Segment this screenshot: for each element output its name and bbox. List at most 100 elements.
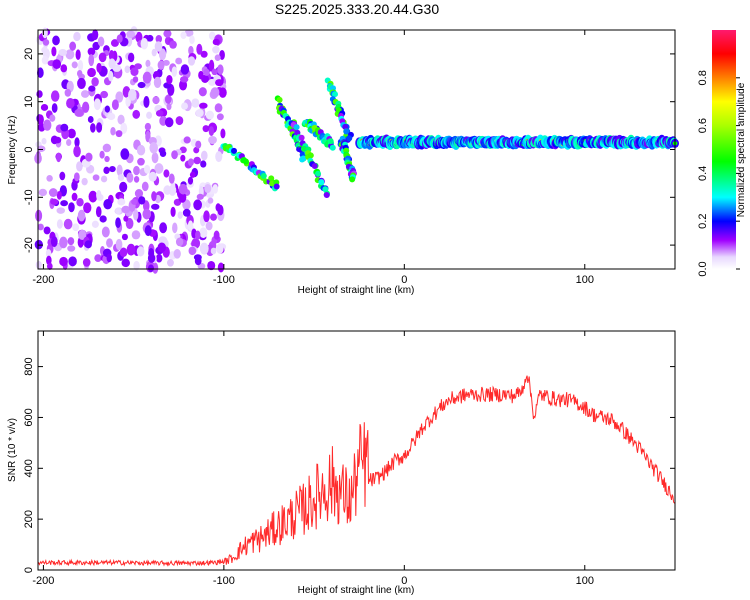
- spectrogram-cell: [115, 207, 122, 215]
- spectrogram-cell: [170, 181, 176, 193]
- spectrogram-cell: [189, 35, 195, 44]
- spectrogram-cell: [123, 215, 129, 222]
- colorbar-tick-label: 0.0: [697, 261, 709, 276]
- spectrogram-cell: [193, 199, 202, 211]
- spectrogram-cell: [96, 62, 102, 73]
- spectrogram-cell: [59, 256, 68, 267]
- spectrogram-cell: [300, 145, 307, 152]
- spectrogram-cell: [46, 255, 52, 265]
- spectrogram-cell: [307, 152, 314, 159]
- spectrogram-cell: [104, 155, 110, 163]
- spectrogram-cell: [104, 105, 111, 113]
- snr-y-tick-label: 200: [23, 510, 35, 528]
- spectrogram-cell: [164, 117, 174, 128]
- spectrogram-cell: [59, 171, 66, 181]
- spectrogram-y-tick-label: -20: [23, 237, 35, 253]
- spectrogram-cell: [121, 233, 128, 241]
- spectrogram-cell: [124, 65, 131, 74]
- spectrogram-cell: [60, 64, 68, 73]
- spectrogram-cell: [71, 61, 78, 69]
- spectrogram-cell: [94, 254, 102, 263]
- spectrogram-cell: [121, 258, 130, 268]
- colorbar-label: Normalized spectral amplitude: [736, 82, 747, 217]
- spectrogram-cell: [195, 108, 204, 118]
- spectrogram-cell: [147, 253, 156, 263]
- spectrogram-cell: [121, 205, 131, 214]
- spectrogram-cell: [110, 39, 119, 47]
- spectrogram-cell: [188, 45, 194, 56]
- spectrogram-cell: [83, 202, 92, 214]
- spectrogram-cell: [166, 259, 174, 267]
- spectrogram-cell: [69, 41, 77, 51]
- spectrogram-y-ticks: -20 -10 0 10 20: [23, 48, 675, 253]
- snr-x-label: Height of straight line (km): [298, 585, 415, 596]
- spectrogram-cell: [323, 192, 330, 199]
- spectrogram-cell: [50, 236, 58, 248]
- snr-x-ticks: -200 -100 0 100: [32, 331, 594, 587]
- spectrogram-cell: [346, 135, 353, 142]
- spectrogram-cell: [52, 35, 60, 46]
- spectrogram-cell: [100, 175, 108, 183]
- spectrogram-y-label: Frequency (Hz): [7, 116, 18, 185]
- spectrogram-cell: [195, 255, 202, 263]
- spectrogram-cell: [67, 128, 76, 139]
- spectrogram-cell: [96, 122, 103, 133]
- spectrogram-cell: [82, 101, 90, 113]
- spectrogram-cell: [198, 87, 207, 97]
- spectrogram-cell: [103, 166, 110, 175]
- spectrogram-cell: [92, 41, 100, 51]
- spectrogram-cell: [88, 190, 98, 203]
- spectrogram-cell: [56, 207, 66, 214]
- spectrogram-cell: [210, 213, 217, 221]
- spectrogram-cell: [98, 52, 107, 63]
- spectrogram-cell: [52, 59, 62, 70]
- spectrogram-cell: [164, 94, 172, 104]
- spectrogram-cell: [293, 124, 300, 131]
- spectrogram-cell: [115, 130, 123, 138]
- spectrogram-y-tick-label: -10: [23, 189, 35, 205]
- spectrogram-cell: [65, 49, 75, 60]
- spectrogram-cell: [117, 114, 125, 125]
- spectrogram-x-tick-label: -100: [213, 274, 235, 286]
- spectrogram-cell: [130, 67, 139, 76]
- spectrogram-cell: [126, 172, 134, 183]
- spectrogram-cell: [137, 157, 145, 166]
- spectrogram-cell: [116, 34, 123, 43]
- spectrogram-cell: [342, 123, 349, 130]
- spectrogram-cell: [59, 236, 68, 249]
- spectrogram-cell: [151, 48, 157, 57]
- spectrogram-cell: [152, 262, 159, 274]
- spectrogram-cell: [153, 76, 162, 89]
- spectrogram-cell: [93, 98, 101, 111]
- spectrogram-cell: [144, 164, 151, 174]
- spectrogram-cell: [187, 176, 194, 185]
- spectrogram-cell: [215, 203, 221, 212]
- spectrogram-cell: [127, 52, 135, 63]
- spectrogram-cell: [187, 220, 194, 231]
- spectrogram-cell: [120, 148, 130, 160]
- spectrogram-cell: [208, 135, 217, 145]
- spectrogram-cell: [155, 35, 163, 43]
- spectrogram-y-tick-label: 10: [23, 96, 35, 108]
- spectrogram-x-tick-label: 0: [401, 274, 407, 286]
- spectrogram-cell: [133, 208, 139, 221]
- spectrogram-cell: [63, 218, 73, 230]
- spectrogram-cell: [76, 70, 83, 78]
- spectrogram-cell: [60, 200, 69, 207]
- spectrogram-cell: [349, 176, 356, 183]
- spectrogram-cell: [73, 31, 81, 42]
- spectrogram-cell: [56, 191, 62, 200]
- spectrogram-cell: [51, 103, 58, 113]
- spectrogram-cell: [142, 71, 152, 84]
- spectrogram-cell: [106, 238, 113, 248]
- spectrogram-cell: [180, 64, 190, 75]
- spectrogram-cell: [343, 128, 350, 135]
- spectrogram-cell: [217, 262, 225, 273]
- spectrogram-cell: [106, 253, 112, 263]
- spectrogram-cell: [128, 88, 137, 101]
- spectrogram-cell: [175, 57, 183, 65]
- spectrogram-cell: [119, 181, 128, 193]
- spectrogram-cell: [45, 248, 52, 258]
- spectrogram-cell: [298, 134, 305, 141]
